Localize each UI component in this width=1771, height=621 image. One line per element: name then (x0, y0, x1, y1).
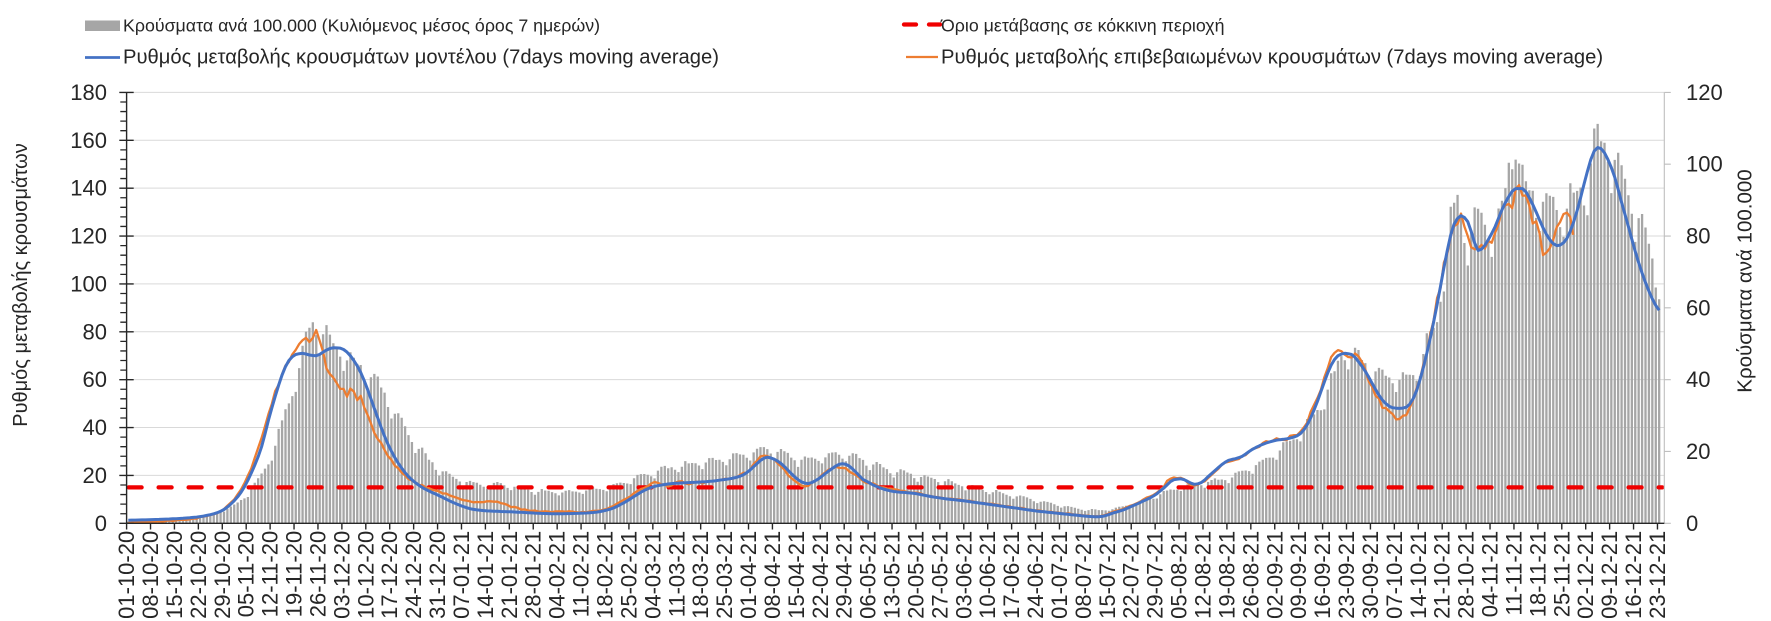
svg-text:01-07-21: 01-07-21 (1047, 531, 1072, 619)
svg-text:01-04-21: 01-04-21 (736, 531, 761, 619)
svg-text:23-12-21: 23-12-21 (1645, 531, 1670, 619)
svg-text:19-08-21: 19-08-21 (1214, 531, 1239, 619)
svg-text:04-11-21: 04-11-21 (1478, 531, 1503, 617)
svg-text:09-09-21: 09-09-21 (1286, 531, 1311, 619)
svg-text:15-07-21: 15-07-21 (1095, 531, 1120, 619)
svg-text:Όριο μετάβασης σε κόκκινη περι: Όριο μετάβασης σε κόκκινη περιοχή (940, 16, 1225, 36)
svg-text:160: 160 (70, 128, 107, 153)
svg-text:Ρυθμός μεταβολής επιβεβαιωμένω: Ρυθμός μεταβολής επιβεβαιωμένων κρουσμάτ… (941, 47, 1603, 69)
svg-text:100: 100 (70, 271, 107, 296)
svg-text:24-06-21: 24-06-21 (1023, 531, 1048, 619)
svg-text:26-08-21: 26-08-21 (1238, 531, 1263, 619)
svg-text:04-03-21: 04-03-21 (640, 531, 665, 619)
svg-text:23-09-21: 23-09-21 (1334, 531, 1359, 619)
svg-text:18-03-21: 18-03-21 (688, 531, 713, 619)
svg-text:20: 20 (83, 463, 107, 488)
svg-text:11-03-21: 11-03-21 (664, 531, 689, 617)
svg-text:11-11-21: 11-11-21 (1501, 531, 1526, 616)
svg-text:19-11-20: 19-11-20 (282, 531, 307, 617)
svg-text:80: 80 (83, 319, 107, 344)
svg-text:10-06-21: 10-06-21 (975, 531, 1000, 619)
svg-text:29-10-20: 29-10-20 (210, 531, 235, 619)
svg-text:18-11-21: 18-11-21 (1525, 531, 1550, 617)
svg-text:22-07-21: 22-07-21 (1119, 531, 1144, 619)
svg-text:140: 140 (70, 176, 107, 201)
svg-text:05-11-20: 05-11-20 (234, 531, 259, 617)
svg-text:16-09-21: 16-09-21 (1310, 531, 1335, 619)
svg-text:10-12-20: 10-12-20 (353, 531, 378, 619)
svg-text:12-08-21: 12-08-21 (1190, 531, 1215, 619)
svg-text:25-03-21: 25-03-21 (712, 531, 737, 619)
svg-text:40: 40 (83, 415, 107, 440)
svg-text:25-11-21: 25-11-21 (1549, 531, 1574, 617)
svg-text:29-04-21: 29-04-21 (832, 531, 857, 619)
svg-text:Ρυθμός μεταβολής κρουσμάτων: Ρυθμός μεταβολής κρουσμάτων (10, 143, 32, 427)
svg-text:17-12-20: 17-12-20 (377, 531, 402, 619)
svg-text:02-09-21: 02-09-21 (1262, 531, 1287, 619)
svg-text:07-10-21: 07-10-21 (1382, 531, 1407, 619)
svg-text:17-06-21: 17-06-21 (999, 531, 1024, 619)
svg-text:180: 180 (70, 80, 107, 105)
svg-text:27-05-21: 27-05-21 (927, 531, 952, 619)
svg-text:120: 120 (70, 224, 107, 249)
svg-text:60: 60 (1686, 295, 1710, 320)
svg-text:25-02-21: 25-02-21 (616, 531, 641, 619)
svg-text:01-10-20: 01-10-20 (114, 531, 139, 619)
svg-text:30-09-21: 30-09-21 (1358, 531, 1383, 619)
svg-text:22-10-20: 22-10-20 (186, 531, 211, 619)
svg-text:21-10-21: 21-10-21 (1430, 531, 1455, 619)
svg-text:07-01-21: 07-01-21 (449, 531, 474, 619)
svg-text:0: 0 (95, 511, 107, 536)
svg-text:120: 120 (1686, 80, 1723, 105)
svg-text:08-10-20: 08-10-20 (138, 531, 163, 619)
svg-text:12-11-20: 12-11-20 (258, 531, 283, 617)
svg-text:29-07-21: 29-07-21 (1143, 531, 1168, 619)
svg-text:05-08-21: 05-08-21 (1167, 531, 1192, 619)
svg-text:31-12-20: 31-12-20 (425, 531, 450, 619)
svg-text:16-12-21: 16-12-21 (1621, 531, 1646, 619)
svg-text:22-04-21: 22-04-21 (808, 531, 833, 619)
svg-text:04-02-21: 04-02-21 (545, 531, 570, 619)
svg-text:24-12-20: 24-12-20 (401, 531, 426, 619)
svg-text:02-12-21: 02-12-21 (1573, 531, 1598, 619)
svg-text:60: 60 (83, 367, 107, 392)
svg-text:20: 20 (1686, 439, 1710, 464)
svg-text:21-01-21: 21-01-21 (497, 531, 522, 619)
svg-text:15-04-21: 15-04-21 (784, 531, 809, 619)
svg-text:Κρούσματα ανά 100.000: Κρούσματα ανά 100.000 (1734, 169, 1757, 392)
svg-text:08-04-21: 08-04-21 (760, 531, 785, 619)
svg-text:Κρούσματα ανά 100.000 (Κυλιόμε: Κρούσματα ανά 100.000 (Κυλιόμενος μέσος … (123, 16, 600, 36)
svg-text:26-11-20: 26-11-20 (305, 531, 330, 617)
svg-text:03-06-21: 03-06-21 (951, 531, 976, 619)
svg-text:80: 80 (1686, 224, 1710, 249)
svg-text:06-05-21: 06-05-21 (856, 531, 881, 619)
svg-text:08-07-21: 08-07-21 (1071, 531, 1096, 619)
svg-text:40: 40 (1686, 367, 1710, 392)
svg-text:11-02-21: 11-02-21 (569, 531, 594, 617)
svg-text:20-05-21: 20-05-21 (903, 531, 928, 619)
svg-text:14-10-21: 14-10-21 (1406, 531, 1431, 619)
svg-text:09-12-21: 09-12-21 (1597, 531, 1622, 619)
svg-text:28-10-21: 28-10-21 (1454, 531, 1479, 619)
svg-text:0: 0 (1686, 511, 1698, 536)
svg-text:100: 100 (1686, 152, 1723, 177)
svg-text:28-01-21: 28-01-21 (521, 531, 546, 619)
svg-text:15-10-20: 15-10-20 (162, 531, 187, 619)
svg-text:13-05-21: 13-05-21 (880, 531, 905, 619)
svg-text:Ρυθμός μεταβολής κρουσμάτων μο: Ρυθμός μεταβολής κρουσμάτων μοντέλου (7d… (123, 47, 719, 69)
svg-text:14-01-21: 14-01-21 (473, 531, 498, 619)
svg-text:03-12-20: 03-12-20 (329, 531, 354, 619)
svg-text:18-02-21: 18-02-21 (593, 531, 618, 619)
